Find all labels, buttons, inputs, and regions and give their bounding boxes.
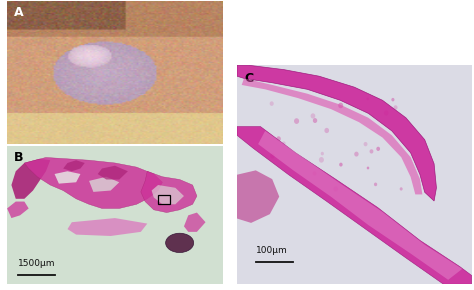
Polygon shape xyxy=(89,177,119,192)
Polygon shape xyxy=(11,159,50,199)
Polygon shape xyxy=(237,65,437,201)
Ellipse shape xyxy=(339,163,343,166)
Ellipse shape xyxy=(392,98,394,102)
Ellipse shape xyxy=(313,171,317,175)
Polygon shape xyxy=(141,171,197,213)
Ellipse shape xyxy=(313,118,317,123)
Polygon shape xyxy=(55,171,81,184)
Text: C: C xyxy=(244,72,253,85)
Polygon shape xyxy=(24,157,163,209)
Ellipse shape xyxy=(310,113,315,119)
Ellipse shape xyxy=(384,110,389,116)
Ellipse shape xyxy=(270,101,273,106)
Ellipse shape xyxy=(366,97,369,100)
Ellipse shape xyxy=(324,128,329,133)
Polygon shape xyxy=(237,126,472,284)
Text: 1500μm: 1500μm xyxy=(18,259,55,268)
Ellipse shape xyxy=(393,105,398,110)
Text: 100μm: 100μm xyxy=(256,246,288,255)
Ellipse shape xyxy=(374,183,377,186)
Ellipse shape xyxy=(276,136,281,141)
Ellipse shape xyxy=(294,118,299,124)
Ellipse shape xyxy=(354,152,359,157)
Polygon shape xyxy=(242,78,422,194)
Ellipse shape xyxy=(319,157,324,163)
Polygon shape xyxy=(63,160,85,171)
Ellipse shape xyxy=(370,149,374,153)
Ellipse shape xyxy=(400,187,403,191)
Polygon shape xyxy=(67,218,147,236)
Ellipse shape xyxy=(334,186,338,192)
Polygon shape xyxy=(184,213,206,232)
Polygon shape xyxy=(7,202,28,218)
Polygon shape xyxy=(152,185,184,204)
Ellipse shape xyxy=(321,152,324,155)
Ellipse shape xyxy=(338,103,343,108)
Text: B: B xyxy=(14,151,23,164)
Text: A: A xyxy=(14,6,23,19)
Polygon shape xyxy=(237,170,279,223)
Ellipse shape xyxy=(270,153,275,159)
Ellipse shape xyxy=(282,142,286,145)
Polygon shape xyxy=(258,131,462,280)
Ellipse shape xyxy=(367,166,369,169)
Polygon shape xyxy=(98,166,128,180)
Ellipse shape xyxy=(376,147,380,151)
Ellipse shape xyxy=(364,142,367,146)
Bar xyxy=(158,195,170,204)
Ellipse shape xyxy=(165,233,194,253)
